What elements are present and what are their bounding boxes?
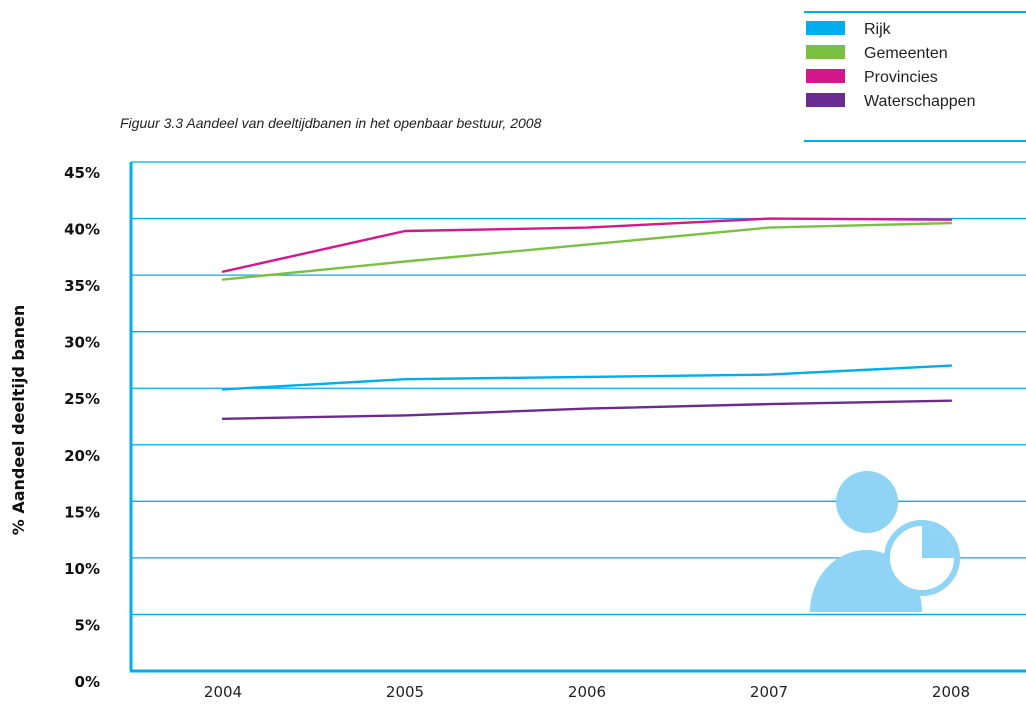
- y-tick-label: 30%: [64, 334, 100, 352]
- y-tick-labels: 0% 5% 10% 15% 20% 25% 30% 35% 40% 45%: [64, 164, 100, 691]
- legend-swatch: [806, 93, 845, 107]
- series-lines: [221, 217, 953, 420]
- legend-swatch: [806, 45, 845, 59]
- x-tick-labels: 2004 2005 2006 2007 2008: [204, 683, 970, 701]
- y-tick-label: 40%: [64, 221, 100, 239]
- person-icon: [810, 471, 960, 612]
- x-tick-label: 2008: [932, 683, 970, 701]
- y-axis-label: % Aandeel deeltijd banen: [9, 305, 28, 536]
- legend-label: Gemeenten: [864, 45, 948, 62]
- x-tick-label: 2005: [386, 683, 424, 701]
- y-tick-label: 0%: [75, 673, 100, 691]
- legend-label: Provincies: [864, 69, 938, 86]
- legend-label: Rijk: [864, 21, 892, 38]
- y-tick-label: 25%: [64, 390, 100, 408]
- y-tick-label: 10%: [64, 560, 100, 578]
- series-line-gemeenten: [221, 221, 953, 281]
- legend-swatch: [806, 69, 845, 83]
- legend-label: Waterschappen: [864, 93, 975, 110]
- series-line-waterschappen: [221, 399, 953, 420]
- x-tick-label: 2004: [204, 683, 242, 701]
- x-tick-label: 2007: [750, 683, 788, 701]
- clock-quarter: [922, 526, 954, 558]
- legend-swatch: [806, 21, 845, 35]
- y-tick-label: 35%: [64, 277, 100, 295]
- person-head: [836, 471, 898, 533]
- y-tick-label: 45%: [64, 164, 100, 182]
- chart-title: Figuur 3.3 Aandeel van deeltijdbanen in …: [120, 115, 542, 131]
- y-tick-label: 20%: [64, 447, 100, 465]
- axes: [129, 162, 1026, 673]
- y-tick-label: 15%: [64, 503, 100, 521]
- series-line-rijk: [221, 364, 953, 391]
- legend: Rijk Gemeenten Provincies Waterschappen: [804, 11, 1026, 142]
- x-tick-label: 2006: [568, 683, 606, 701]
- y-tick-label: 5%: [75, 616, 100, 634]
- series-line-provincies: [221, 217, 953, 273]
